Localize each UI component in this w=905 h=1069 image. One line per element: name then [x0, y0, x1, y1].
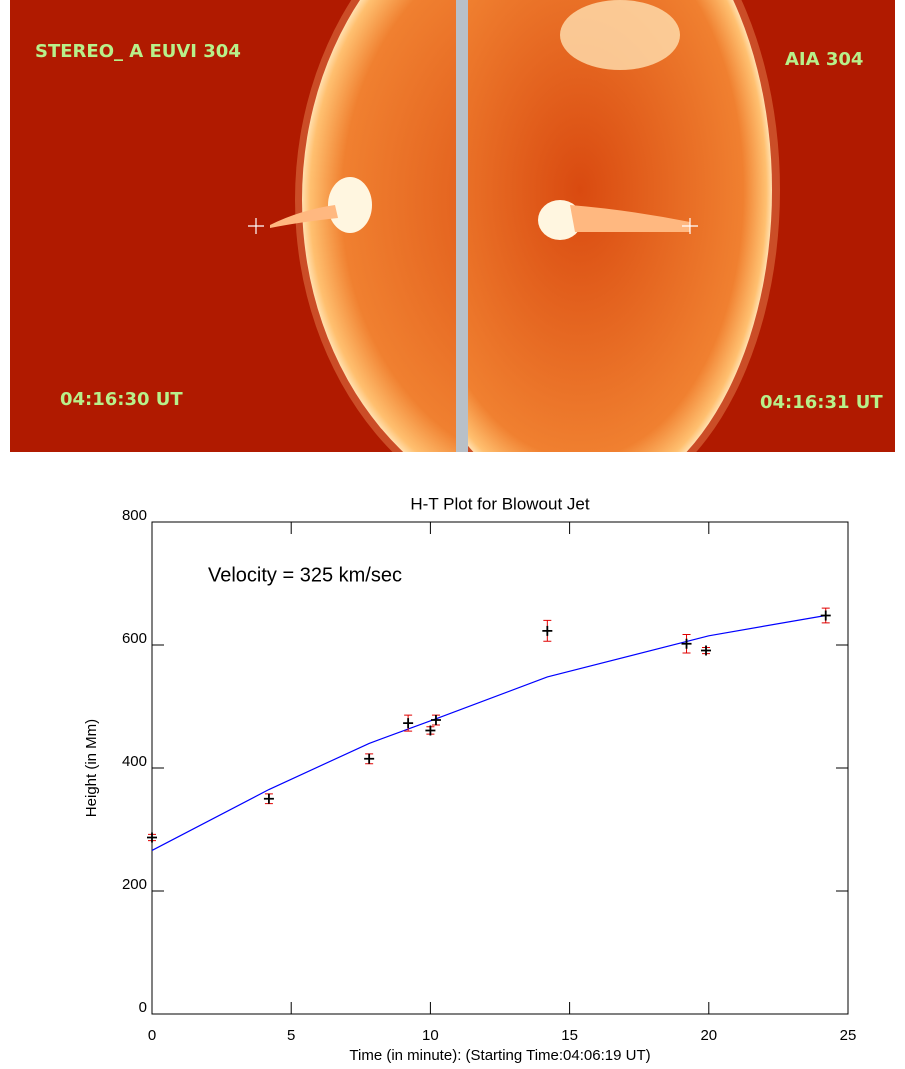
annotation: Velocity = 325 km/sec — [208, 564, 402, 586]
jet — [570, 205, 690, 232]
panel-time: 04:16:31 UT — [760, 392, 883, 413]
x-tick-label: 20 — [700, 1027, 717, 1044]
jet-markers — [248, 218, 698, 234]
data-point — [147, 832, 157, 843]
x-tick-label: 0 — [148, 1027, 156, 1044]
data-point — [364, 753, 375, 764]
y-tick-label: 800 — [122, 507, 147, 524]
x-axis-label: Time (in minute): (Starting Time:04:06:1… — [349, 1047, 650, 1064]
panel-label: STEREO_ A EUVI 304 — [35, 41, 241, 62]
fit-line — [151, 614, 826, 851]
data-point — [820, 610, 831, 621]
y-tick-label: 600 — [122, 630, 147, 647]
plot-frame — [151, 521, 849, 1015]
chart-title: H-T Plot for Blowout Jet — [410, 494, 589, 513]
y-tick-label: 400 — [122, 753, 147, 770]
jet — [270, 205, 338, 228]
data-point — [425, 725, 436, 736]
panel-time: 04:16:30 UT — [60, 389, 183, 410]
x-tick-label: 15 — [561, 1027, 578, 1044]
x-tick-label: 10 — [422, 1027, 439, 1044]
y-axis-label: Height (in Mm) — [83, 719, 100, 817]
y-tick-label: 200 — [122, 876, 147, 893]
data-point — [430, 715, 441, 726]
panel-label: AIA 304 — [785, 49, 863, 70]
data-point — [542, 625, 553, 636]
x-tick-label: 5 — [287, 1027, 295, 1044]
bright-region — [560, 0, 680, 70]
data-point — [403, 718, 414, 729]
bright-region — [328, 177, 372, 233]
data-point — [701, 645, 712, 656]
solar-disk — [302, 0, 456, 452]
data-point — [681, 638, 692, 649]
y-tick-label: 0 — [139, 999, 147, 1016]
separator — [456, 0, 468, 452]
solar-images: STEREO_ A EUVI 304 AIA 304 04:16:30 UT 0… — [10, 0, 895, 452]
x-tick-label: 25 — [840, 1027, 857, 1044]
data-point — [263, 793, 274, 804]
